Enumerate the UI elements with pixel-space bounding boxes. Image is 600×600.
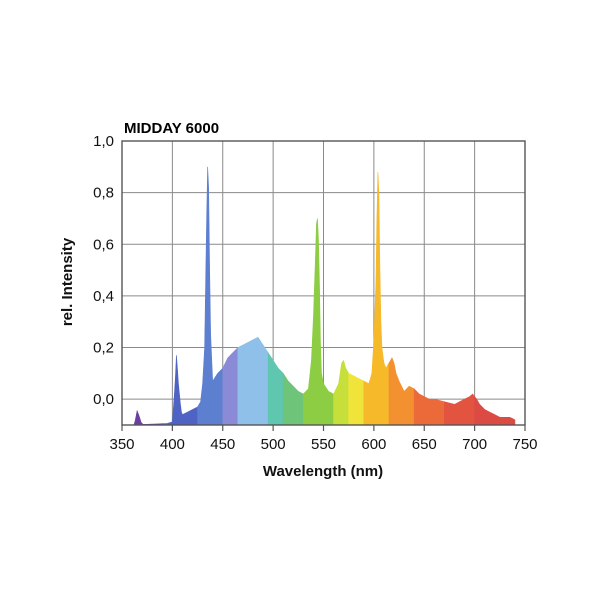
- spectrum-band: [222, 346, 239, 425]
- x-tick-label: 450: [210, 436, 235, 453]
- spectrum-band: [474, 395, 516, 425]
- spectrum-band: [388, 357, 415, 425]
- x-tick-label: 650: [412, 436, 437, 453]
- y-tick-label: 0,0: [93, 391, 114, 408]
- spectrum-band: [303, 218, 334, 425]
- spectrum-band: [348, 372, 365, 425]
- spectrum-band: [282, 372, 304, 425]
- x-axis-label: Wavelength (nm): [263, 463, 383, 480]
- y-tick-label: 0,6: [93, 236, 114, 253]
- spectrum-band: [333, 359, 349, 425]
- spectrum-band: [197, 166, 224, 425]
- grid: [122, 141, 525, 425]
- x-tick-label: 350: [109, 436, 134, 453]
- y-axis-ticks: 0,0 0,2 0,4 0,6 0,8 1,0: [93, 133, 114, 408]
- y-tick-label: 0,2: [93, 340, 114, 357]
- x-tick-label: 750: [512, 436, 537, 453]
- y-tick-label: 0,8: [93, 185, 114, 202]
- spectrum-band: [133, 409, 163, 425]
- x-axis-ticks: 350 400 450 500 550 600 650 700 750: [109, 425, 538, 453]
- spectrum-band: [363, 171, 390, 425]
- spectrum-area: [133, 166, 516, 425]
- spectrum-band: [267, 351, 284, 425]
- y-tick-label: 0,4: [93, 288, 114, 305]
- y-axis-label: rel. Intensity: [59, 237, 76, 326]
- y-tick-label: 1,0: [93, 133, 114, 150]
- x-tick-label: 500: [261, 436, 286, 453]
- x-tick-label: 400: [160, 436, 185, 453]
- spectrum-band: [413, 388, 445, 425]
- x-tick-label: 700: [462, 436, 487, 453]
- x-tick-label: 600: [361, 436, 386, 453]
- spectrum-band: [237, 336, 269, 425]
- spectrum-band: [162, 355, 198, 425]
- chart-title: MIDDAY 6000: [124, 120, 219, 137]
- spectrum-band: [444, 393, 475, 425]
- x-tick-label: 550: [311, 436, 336, 453]
